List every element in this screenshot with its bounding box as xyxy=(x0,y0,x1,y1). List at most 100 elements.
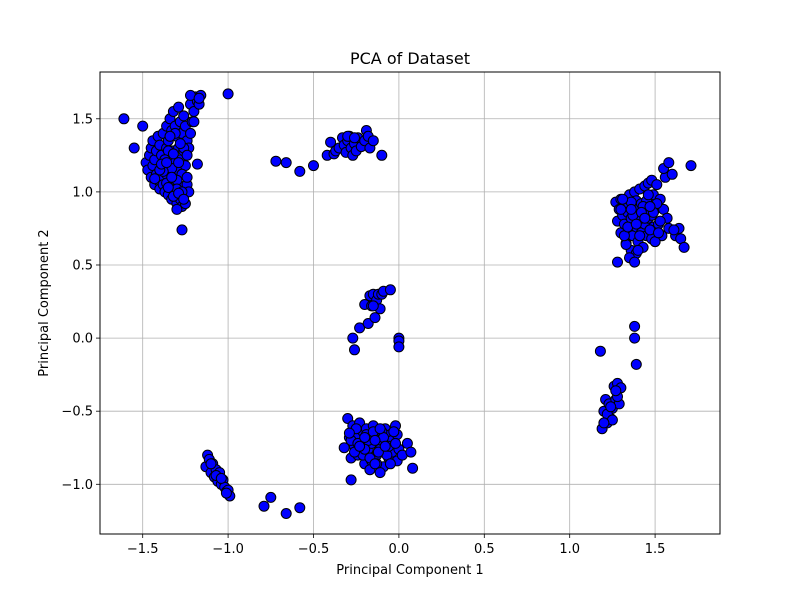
data-point xyxy=(191,158,203,170)
data-point xyxy=(594,345,606,357)
data-point xyxy=(369,458,381,470)
data-point xyxy=(388,426,400,438)
data-point xyxy=(379,440,391,452)
data-point xyxy=(176,224,188,236)
data-point xyxy=(384,284,396,296)
data-point xyxy=(620,239,632,250)
data-point xyxy=(205,458,217,470)
data-point xyxy=(118,113,130,125)
data-point xyxy=(598,417,610,429)
data-point xyxy=(369,434,381,446)
data-point xyxy=(629,256,641,268)
data-point xyxy=(280,508,292,519)
x-tick-label: 1.0 xyxy=(559,542,580,557)
data-point xyxy=(612,256,623,268)
data-point xyxy=(347,332,359,344)
ticks-layer: −1.5 −1.0 −0.5 0.0 0.5 1.0 1.5 −1.0 −0.5 0.0 0.5 1.… xyxy=(61,112,665,557)
data-point xyxy=(376,149,388,161)
chart-title: PCA of Dataset xyxy=(350,49,470,68)
data-point xyxy=(325,136,337,148)
data-point xyxy=(630,218,642,230)
data-point xyxy=(632,244,644,256)
data-point xyxy=(181,149,193,161)
data-point xyxy=(384,458,396,470)
data-point xyxy=(294,165,306,177)
data-point xyxy=(630,358,642,370)
data-point xyxy=(294,502,306,514)
data-point xyxy=(666,168,678,180)
data-point xyxy=(374,423,386,435)
data-point xyxy=(615,203,627,215)
x-axis-title: Principal Component 1 xyxy=(336,563,483,578)
data-point xyxy=(308,160,319,172)
data-point xyxy=(610,385,622,397)
y-tick-label: 1.5 xyxy=(72,112,93,127)
data-point xyxy=(644,201,656,212)
data-point xyxy=(359,432,371,443)
data-point xyxy=(349,132,360,144)
grid-layer xyxy=(100,72,720,534)
data-point xyxy=(654,215,666,227)
data-point xyxy=(369,312,381,324)
data-point xyxy=(171,203,183,215)
y-tick-label: −0.5 xyxy=(61,405,93,420)
data-point xyxy=(162,182,174,193)
data-point xyxy=(270,155,282,167)
data-point xyxy=(625,203,637,215)
y-tick-label: 1.0 xyxy=(72,185,93,200)
data-point xyxy=(393,341,405,353)
data-point xyxy=(653,227,664,239)
points-layer xyxy=(118,88,697,519)
data-point xyxy=(173,101,185,113)
data-point xyxy=(166,171,178,183)
data-point xyxy=(345,474,357,486)
x-tick-label: 0.5 xyxy=(474,542,495,557)
data-point xyxy=(178,193,190,205)
x-tick-label: −1.0 xyxy=(212,542,244,557)
data-point xyxy=(220,487,232,499)
data-point xyxy=(174,138,186,150)
data-point xyxy=(629,320,641,332)
data-point xyxy=(642,189,654,201)
x-tick-label: −1.5 xyxy=(127,542,159,557)
data-point xyxy=(137,120,149,132)
data-point xyxy=(367,300,379,312)
data-point xyxy=(629,332,641,344)
data-point xyxy=(390,437,401,449)
x-tick-label: 0.0 xyxy=(389,542,410,557)
data-point xyxy=(651,179,663,191)
data-point xyxy=(185,127,196,139)
data-point xyxy=(354,322,366,334)
data-point xyxy=(188,116,200,128)
data-point xyxy=(178,110,190,122)
plot-frame xyxy=(99,71,721,535)
data-point xyxy=(128,142,140,154)
data-point xyxy=(617,193,629,205)
y-tick-label: 0.0 xyxy=(72,332,93,347)
data-point xyxy=(407,462,419,474)
data-point xyxy=(354,440,366,452)
data-point xyxy=(181,171,193,183)
data-point xyxy=(280,157,292,169)
data-point xyxy=(173,157,185,169)
data-point xyxy=(663,157,675,169)
y-tick-label: −1.0 xyxy=(61,478,93,493)
data-point xyxy=(668,224,680,236)
data-point xyxy=(215,472,227,484)
data-point xyxy=(349,344,360,356)
y-axis-title: Principal Component 2 xyxy=(37,229,52,376)
data-point xyxy=(222,88,234,100)
data-point xyxy=(634,230,646,242)
data-point xyxy=(164,130,176,142)
data-point xyxy=(258,500,270,512)
data-point xyxy=(605,401,617,413)
data-point xyxy=(149,173,161,185)
data-point xyxy=(367,135,379,147)
data-point xyxy=(193,92,205,104)
x-tick-label: 1.5 xyxy=(645,542,666,557)
data-point xyxy=(685,160,697,172)
data-point xyxy=(374,467,386,479)
data-point xyxy=(678,241,690,253)
data-point xyxy=(265,491,277,503)
